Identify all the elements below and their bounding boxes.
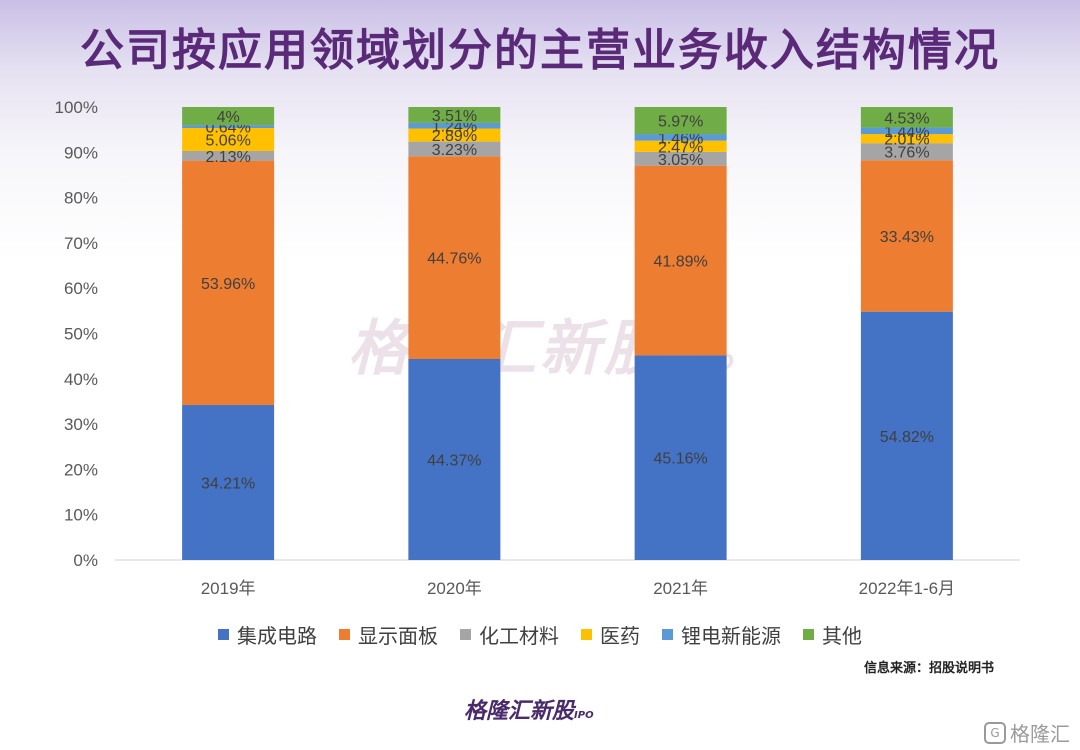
bar-segment	[182, 107, 275, 126]
legend-label: 医药	[600, 624, 640, 648]
bar-segment	[634, 140, 727, 152]
bar-segment	[860, 127, 953, 135]
bar-segment	[408, 141, 501, 157]
bar-segment	[182, 160, 275, 406]
legend-item: 锂电新能源	[662, 620, 781, 649]
data-label: 44.76%	[427, 251, 481, 268]
data-label: 1.44%	[884, 124, 929, 141]
legend-label: 锂电新能源	[681, 624, 781, 648]
bar-segment	[408, 122, 501, 129]
bar-segment	[860, 311, 953, 560]
y-tick-label: 70%	[64, 234, 98, 253]
legend-label: 化工材料	[479, 624, 559, 648]
chart-title: 公司按应用领域划分的主营业务收入结构情况	[80, 25, 1000, 76]
x-tick-label: 2022年1-6月	[859, 579, 955, 598]
bar-segment	[634, 107, 727, 135]
bar-stack: 54.82% 33.43% 3.76%2.01%1.44%4.53%	[860, 107, 953, 560]
legend-label: 显示面板	[358, 624, 438, 648]
bar-segment	[634, 165, 727, 356]
bars: 34.21%53.96%2.13%5.06%0.64%4%44.37%44.76…	[182, 107, 953, 560]
bar-segment	[408, 156, 501, 360]
legend-swatch	[803, 629, 814, 640]
data-label: 2.89%	[432, 128, 477, 145]
y-tick-label: 20%	[64, 460, 98, 479]
data-label: 1.24%	[432, 119, 477, 136]
legend-item: 显示面板	[339, 620, 438, 649]
data-label: 5.06%	[205, 132, 250, 149]
bar-segment	[182, 405, 275, 560]
data-label: 41.89%	[653, 254, 707, 271]
legend: 集成电路 显示面板 化工材料 医药 锂电新能源 其他	[0, 620, 1080, 649]
source-note: 信息来源：招股说明书	[863, 661, 994, 676]
x-tick-label: 2019年	[201, 579, 256, 598]
legend-item: 医药	[581, 620, 640, 649]
data-label: 5.97%	[658, 114, 703, 131]
data-label: 44.37%	[427, 453, 481, 470]
data-label: 45.16%	[653, 451, 707, 468]
bar-segment	[860, 134, 953, 144]
bar-segment	[634, 355, 727, 560]
bar-stack: 45.16% 41.89% 3.05%2.47%1.46%5.97%	[634, 107, 727, 560]
corner-text: 格隆汇	[1010, 722, 1070, 746]
legend-item: 集成电路	[218, 620, 317, 649]
y-tick-label: 0%	[73, 551, 98, 570]
data-label: 33.43%	[880, 229, 934, 246]
y-tick-label: 90%	[64, 143, 98, 162]
y-tick-label: 10%	[64, 506, 98, 525]
legend-swatch	[460, 629, 471, 640]
x-tick-label: 2020年	[427, 579, 482, 598]
y-tick-label: 60%	[64, 279, 98, 298]
legend-swatch	[581, 629, 592, 640]
y-tick-label: 50%	[64, 325, 98, 344]
bar-segment	[182, 128, 275, 151]
data-label: 53.96%	[201, 276, 255, 293]
bar-segment	[634, 151, 727, 166]
data-label: 2.13%	[205, 149, 250, 166]
data-label: 3.05%	[658, 152, 703, 169]
x-axis: 2019年 2020年 2021年 2022年1-6月	[201, 579, 955, 598]
data-label: 3.76%	[884, 145, 929, 162]
data-label: 1.46%	[658, 130, 703, 147]
data-label: 34.21%	[201, 476, 255, 493]
data-label: 2.47%	[658, 139, 703, 156]
data-label: 54.82%	[880, 429, 934, 446]
bar-segment	[634, 134, 727, 141]
brand-sub: IPO	[574, 710, 594, 721]
corner-watermark: G 格隆汇	[984, 718, 1070, 747]
legend-label: 集成电路	[237, 624, 317, 648]
bar-segment	[860, 107, 953, 128]
legend-swatch	[662, 629, 673, 640]
data-label: 3.51%	[432, 108, 477, 125]
bar-segment	[182, 125, 275, 129]
legend-swatch	[218, 629, 229, 640]
bar-segment	[408, 128, 501, 142]
legend-swatch	[339, 629, 350, 640]
logo-icon: G	[984, 721, 1006, 744]
data-label: 3.23%	[432, 142, 477, 159]
data-label: 4.53%	[884, 110, 929, 127]
bar-segment	[860, 143, 953, 161]
bar-stack: 44.37% 44.76% 3.23%2.89%1.24%3.51%	[408, 107, 501, 560]
brand-main: 格隆汇新股	[464, 699, 575, 724]
legend-item: 其他	[803, 620, 862, 649]
bar-segment	[860, 160, 953, 312]
bar-segment	[408, 107, 501, 123]
bar-segment	[408, 359, 501, 560]
y-tick-label: 40%	[64, 370, 98, 389]
bar-segment	[182, 150, 275, 161]
data-label: 2.01%	[884, 132, 929, 149]
y-axis: 0% 10% 20% 30% 40% 50% 60% 70% 80% 90% 100%	[55, 98, 1020, 570]
bar-stack: 34.21%53.96%2.13%5.06%0.64%4%	[182, 107, 275, 560]
x-tick-label: 2021年	[653, 579, 708, 598]
y-tick-label: 100%	[55, 98, 98, 117]
y-tick-label: 80%	[64, 189, 98, 208]
y-tick-label: 30%	[64, 415, 98, 434]
legend-item: 化工材料	[460, 620, 559, 649]
data-label: 4%	[217, 109, 240, 126]
brand-logo: 格隆汇新股IPO	[464, 693, 594, 725]
legend-label: 其他	[822, 624, 862, 648]
